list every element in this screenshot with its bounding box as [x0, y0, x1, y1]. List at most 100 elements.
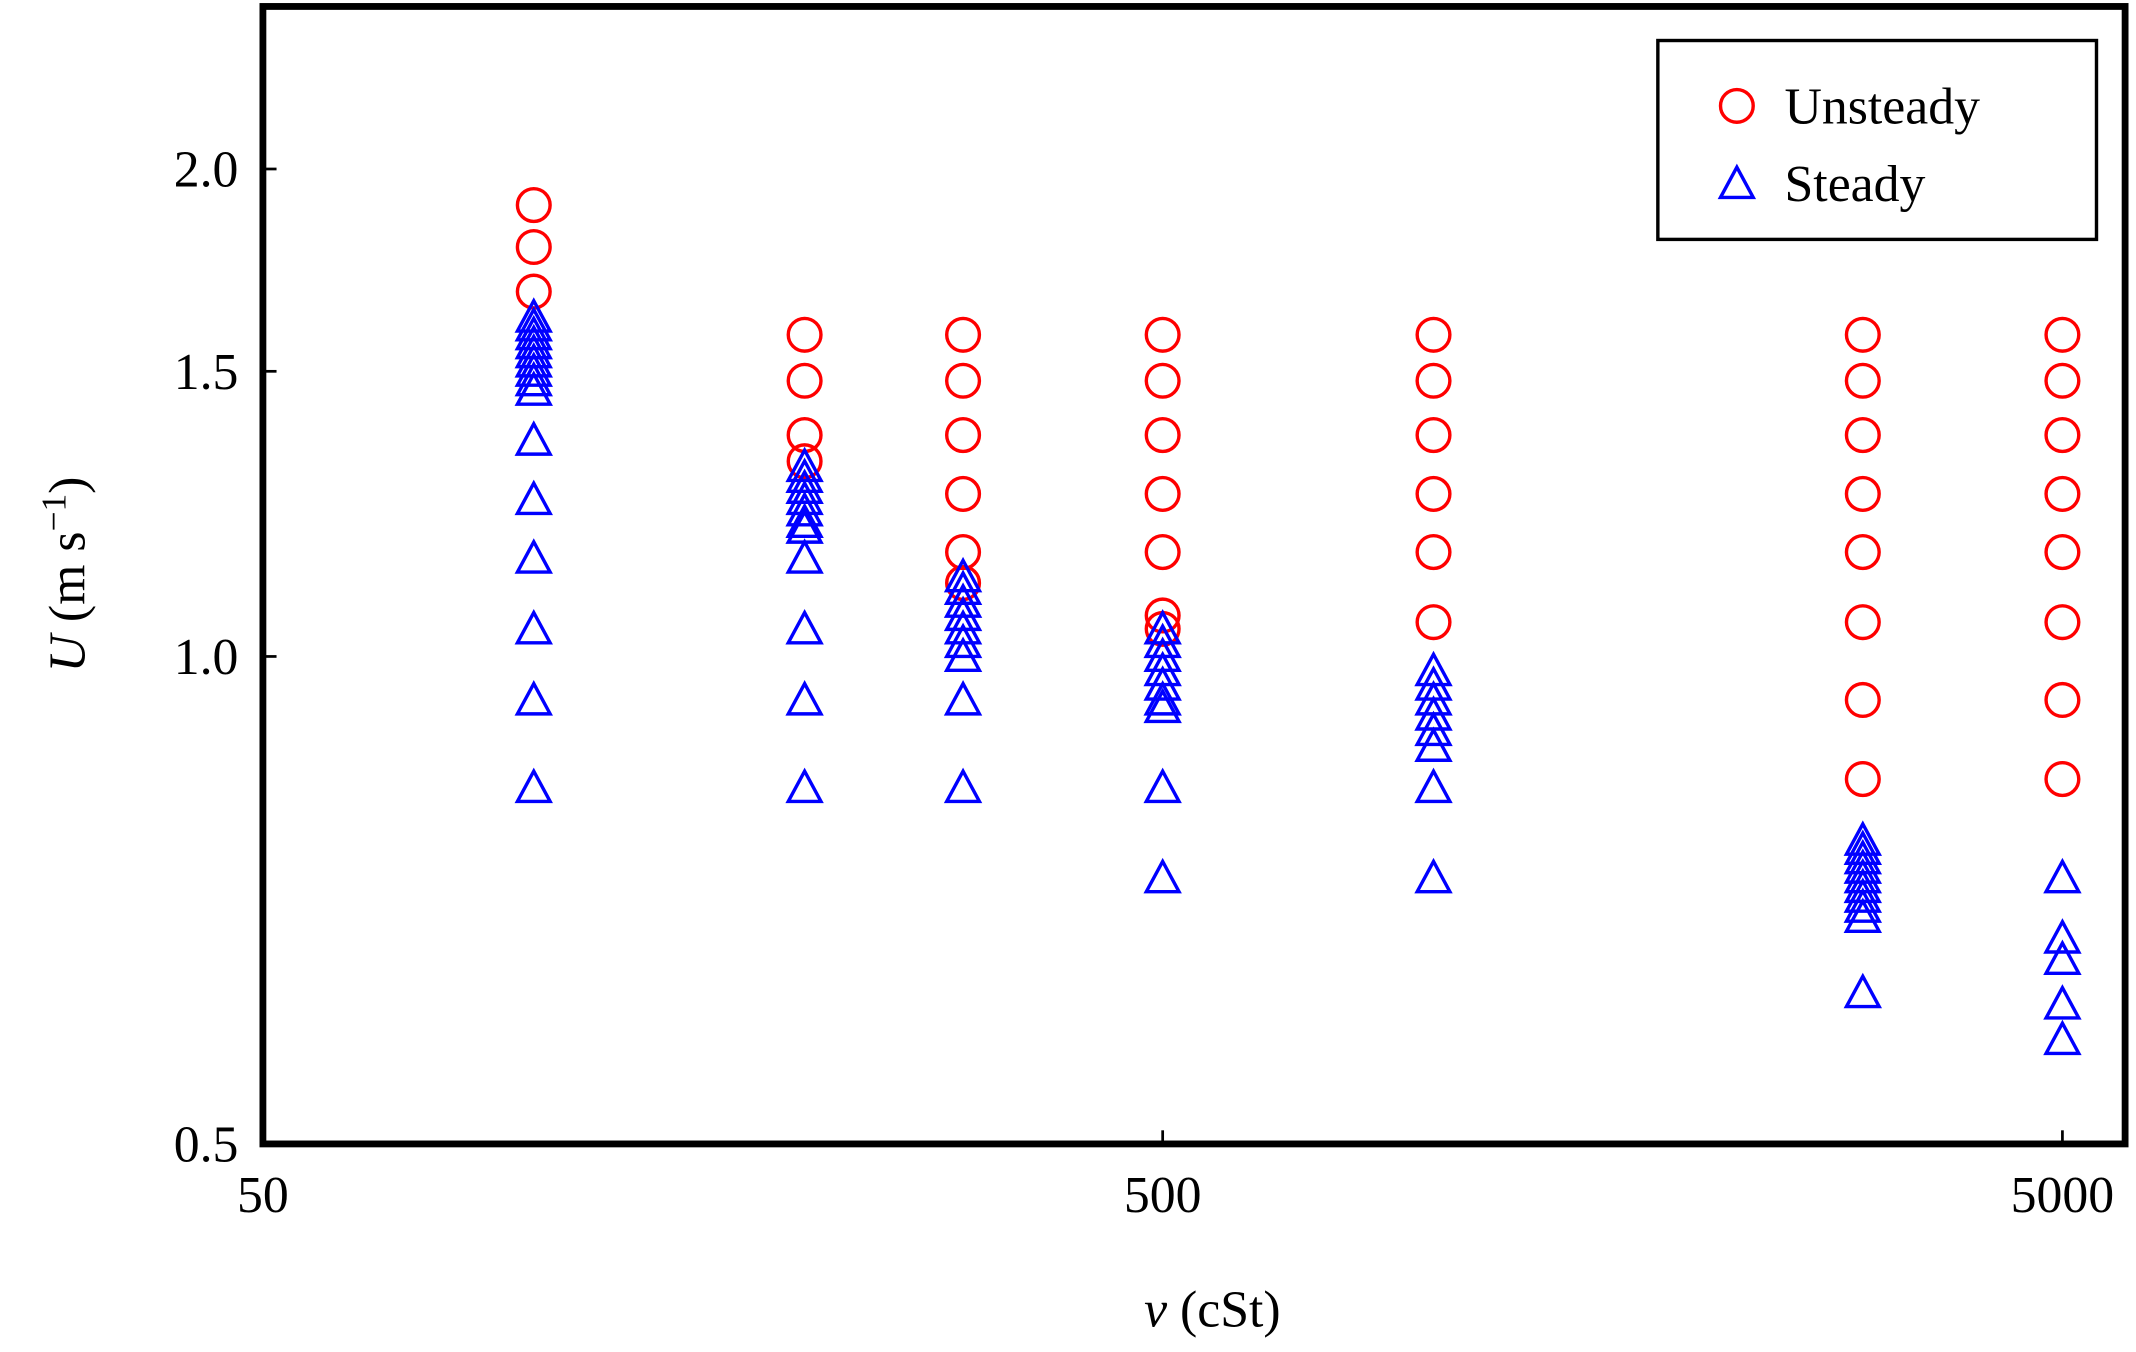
marker-triangle	[785, 502, 824, 539]
marker-triangle	[1843, 887, 1883, 923]
x-tick-label: 50	[237, 1167, 289, 1224]
marker-circle	[2044, 362, 2081, 399]
marker-circle	[786, 316, 823, 353]
legend-label: Steady	[1785, 156, 1926, 213]
x-tick-label: 5000	[2011, 1167, 2115, 1224]
marker-triangle	[514, 297, 553, 333]
marker-circle	[1144, 534, 1181, 571]
marker-triangle	[514, 370, 553, 406]
marker-triangle	[514, 420, 553, 456]
y-tick-label: 1.0	[174, 629, 239, 686]
marker-triangle	[514, 360, 553, 397]
marker-circle	[1844, 362, 1881, 399]
marker-circle	[786, 362, 823, 399]
marker-triangle	[943, 680, 983, 716]
marker-circle	[2044, 475, 2081, 512]
marker-circle	[1718, 87, 1755, 124]
marker-circle	[515, 187, 552, 224]
marker-triangle	[2043, 857, 2082, 894]
marker-triangle	[1143, 857, 1182, 894]
marker-circle	[945, 534, 982, 571]
marker-circle	[1415, 475, 1452, 512]
marker-triangle	[514, 680, 553, 716]
marker-triangle	[514, 608, 553, 645]
plot-frame	[259, 3, 2129, 1148]
legend-box	[1656, 38, 2099, 242]
marker-circle	[1844, 534, 1881, 571]
marker-circle	[1844, 316, 1881, 353]
marker-triangle	[785, 767, 824, 804]
marker-triangle	[785, 468, 824, 504]
marker-triangle	[1143, 687, 1182, 724]
y-label-unit: (m s	[39, 532, 96, 623]
marker-circle	[1844, 475, 1881, 512]
marker-circle	[786, 443, 823, 480]
marker-circle	[1415, 534, 1452, 571]
marker-triangle	[1843, 972, 1883, 1009]
marker-triangle	[2043, 1019, 2082, 1056]
marker-triangle	[1414, 857, 1453, 894]
marker-triangle	[785, 680, 824, 716]
x-label-symbol: ν	[1144, 1281, 1167, 1338]
marker-circle	[945, 417, 982, 454]
y-axis-label: U (m s−1)	[33, 477, 96, 673]
marker-triangle	[2043, 918, 2082, 954]
y-label-symbol: U	[39, 631, 96, 672]
marker-triangle	[514, 351, 553, 387]
marker-circle	[945, 475, 982, 512]
marker-triangle	[943, 636, 983, 673]
marker-triangle	[1414, 767, 1453, 804]
legend-label: Unsteady	[1785, 79, 1981, 136]
marker-triangle	[514, 479, 553, 516]
marker-triangle	[785, 490, 824, 527]
marker-triangle	[943, 622, 983, 659]
marker-triangle	[943, 556, 983, 593]
marker-circle	[1844, 681, 1881, 719]
marker-circle	[1844, 417, 1881, 454]
marker-triangle	[2043, 984, 2082, 1020]
marker-triangle	[1414, 726, 1453, 762]
marker-circle	[2044, 534, 2081, 571]
marker-triangle	[2043, 939, 2082, 976]
y-label-close: )	[39, 477, 96, 494]
marker-circle	[945, 362, 982, 399]
marker-circle	[1415, 362, 1452, 399]
marker-triangle	[785, 538, 824, 574]
marker-circle	[1144, 316, 1181, 353]
marker-triangle	[1843, 877, 1883, 913]
marker-circle	[1144, 362, 1181, 399]
x-axis-label: ν (cSt)	[1144, 1281, 1281, 1338]
marker-circle	[2044, 604, 2081, 641]
marker-triangle	[943, 582, 983, 618]
marker-triangle	[1717, 163, 1757, 200]
x-tick-label: 500	[1124, 1167, 1202, 1224]
marker-circle	[1144, 597, 1181, 634]
marker-circle	[1144, 475, 1181, 512]
marker-triangle	[785, 608, 824, 645]
y-tick-label: 0.5	[174, 1117, 239, 1174]
marker-triangle	[514, 538, 553, 574]
marker-circle	[945, 316, 982, 353]
y-tick-label: 1.5	[174, 344, 239, 401]
marker-triangle	[943, 767, 983, 804]
marker-circle	[1844, 604, 1881, 641]
marker-triangle	[943, 569, 983, 606]
marker-triangle	[1414, 710, 1453, 747]
marker-triangle	[1143, 665, 1182, 701]
marker-circle	[1415, 316, 1452, 353]
marker-circle	[2044, 761, 2081, 798]
marker-triangle	[1143, 680, 1182, 716]
marker-triangle	[1843, 897, 1883, 934]
marker-circle	[515, 228, 552, 266]
marker-circle	[1415, 417, 1452, 454]
marker-triangle	[1143, 767, 1182, 804]
marker-circle	[1415, 604, 1452, 641]
x-label-unit: (cSt)	[1180, 1281, 1281, 1338]
marker-triangle	[514, 767, 553, 804]
marker-circle	[2044, 417, 2081, 454]
marker-circle	[1844, 761, 1881, 798]
marker-circle	[1144, 417, 1181, 454]
marker-circle	[2044, 681, 2081, 719]
